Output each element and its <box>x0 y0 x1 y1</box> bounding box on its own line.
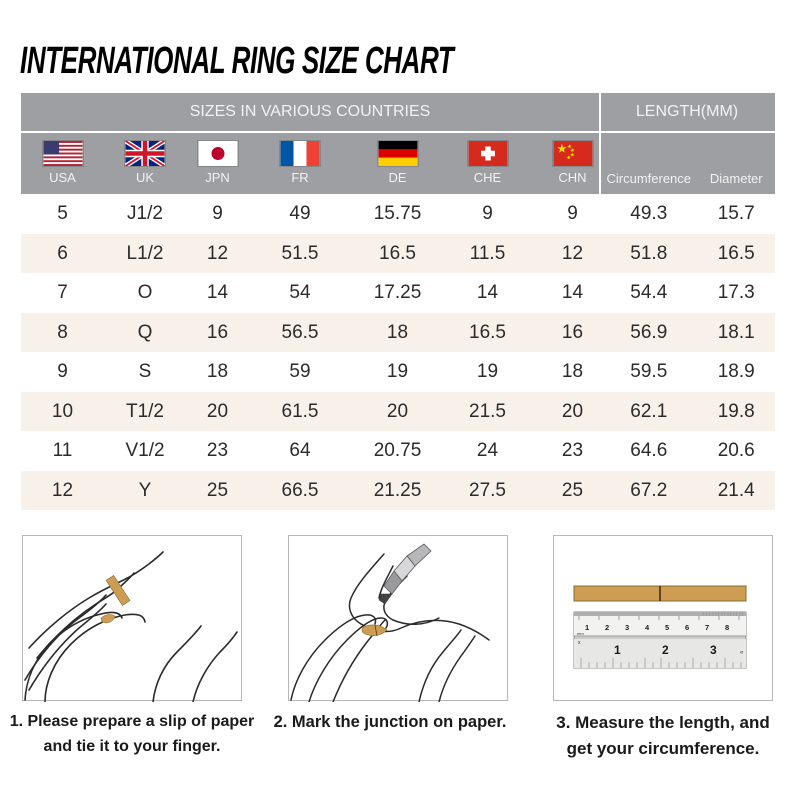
svg-text:1: 1 <box>614 643 621 657</box>
svg-text:6: 6 <box>685 623 689 632</box>
svg-text:1: 1 <box>585 623 589 632</box>
svg-text:2: 2 <box>605 623 609 632</box>
svg-text:2: 2 <box>662 643 669 657</box>
svg-text:3: 3 <box>710 643 717 657</box>
svg-text:3: 3 <box>625 623 629 632</box>
svg-text:8: 8 <box>725 623 729 632</box>
svg-text:5: 5 <box>665 623 669 632</box>
svg-text:mm: mm <box>577 631 584 636</box>
svg-text:7: 7 <box>705 623 709 632</box>
